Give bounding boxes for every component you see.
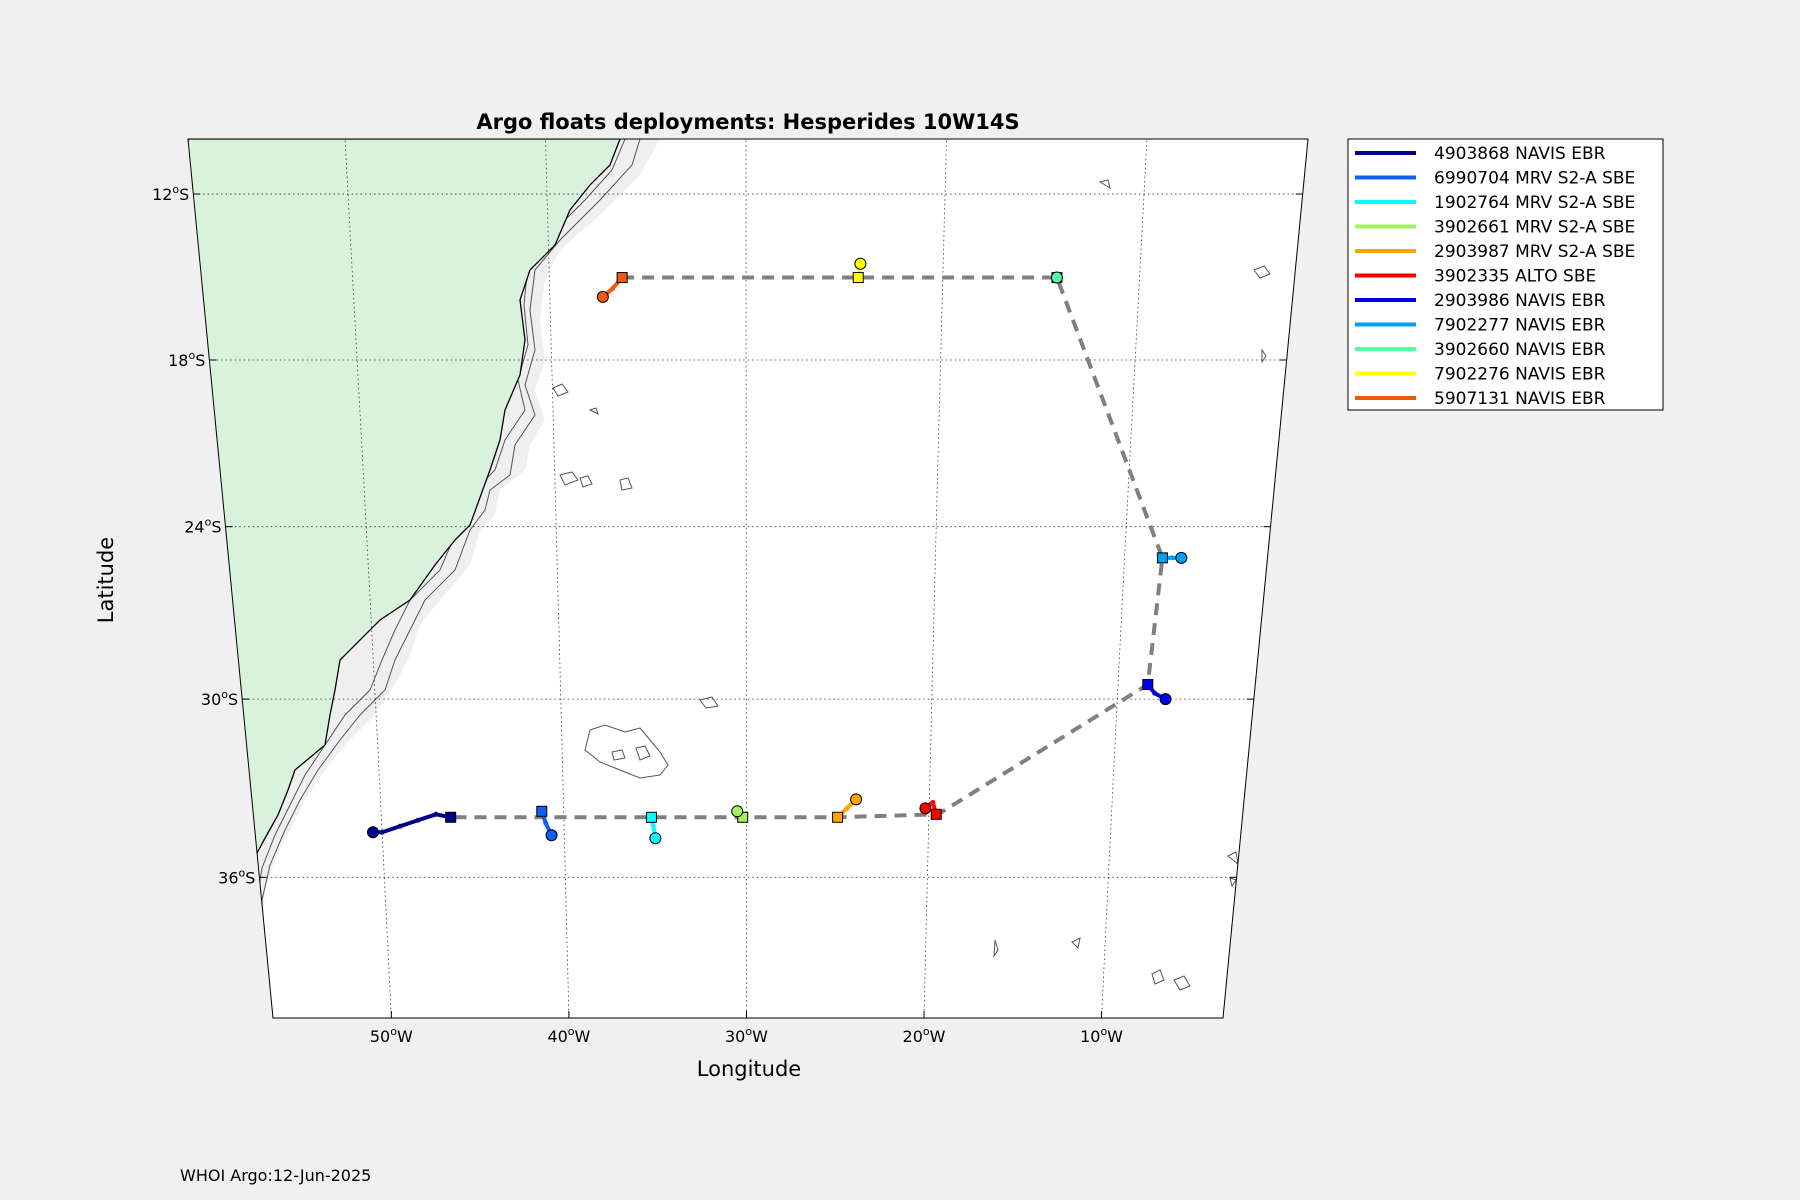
bathymetry-contour-outer: [261, 139, 641, 940]
legend-label: 6990704 MRV S2-A SBE: [1434, 169, 1635, 189]
legend-label: 5907131 NAVIS EBR: [1434, 389, 1606, 409]
legend-label: 1902764 MRV S2-A SBE: [1434, 193, 1635, 213]
float-7902277: [1156, 551, 1188, 564]
latitude-tick-labels: 12oS 18oS 24oS 30oS 36oS: [152, 183, 1303, 887]
lat-tick-label: 18oS: [168, 349, 205, 370]
float-track-point: [379, 829, 385, 835]
float-2903987: [832, 793, 863, 823]
latest-position-marker: [545, 829, 558, 842]
lon-tick-label: 40oW: [547, 1025, 590, 1046]
float-track-point: [415, 817, 421, 823]
float-tracks: [367, 257, 1188, 845]
legend-label: 4903868 NAVIS EBR: [1434, 144, 1606, 164]
lat-tick-label: 30oS: [201, 688, 238, 709]
latest-position-marker: [850, 793, 863, 806]
float-5907131: [596, 272, 628, 303]
deployment-route-line: [450, 275, 1165, 820]
x-axis-label: Longitude: [697, 1057, 801, 1081]
legend: 4903868 NAVIS EBR 6990704 MRV S2-A SBE 190…: [1347, 138, 1664, 411]
latest-position-marker: [649, 832, 662, 845]
lat-tick-label: 36oS: [218, 866, 255, 887]
latest-position-marker: [731, 805, 744, 818]
float-4903868: [367, 811, 457, 839]
deployment-marker: [1156, 552, 1168, 564]
lon-tick-label: 50oW: [370, 1025, 413, 1046]
float-3902660: [1050, 271, 1063, 284]
float-1902764: [645, 811, 662, 845]
float-track-point: [543, 820, 549, 826]
float-track-point: [609, 286, 615, 292]
legend-label: 7902277 NAVIS EBR: [1434, 316, 1606, 336]
seamount-contours: [552, 179, 1271, 991]
legend-label: 3902661 MRV S2-A SBE: [1434, 218, 1635, 238]
float-track-point: [1169, 555, 1175, 561]
deployment-marker: [930, 808, 942, 820]
latest-position-marker: [1050, 271, 1063, 284]
latest-position-marker: [1159, 693, 1172, 706]
lat-tick-label: 24oS: [184, 516, 221, 537]
float-track-point: [433, 811, 439, 817]
deployment-marker: [536, 805, 548, 817]
map-frame: [187, 138, 1309, 1019]
float-track-point: [650, 823, 656, 829]
float-3902335: [919, 799, 942, 820]
float-track-point: [930, 799, 936, 805]
latest-position-marker: [596, 290, 609, 303]
deployment-marker: [445, 811, 457, 823]
float-7902276: [852, 257, 867, 284]
legend-label: 3902335 ALTO SBE: [1434, 267, 1596, 287]
latest-position-marker: [854, 257, 867, 270]
lat-tick-label: 12oS: [152, 183, 189, 204]
deployment-marker: [645, 811, 657, 823]
legend-label: 3902660 NAVIS EBR: [1434, 340, 1606, 360]
float-3902661: [731, 805, 749, 823]
lon-tick-label: 30oW: [725, 1025, 768, 1046]
y-axis-label: Latitude: [94, 537, 118, 623]
longitude-tick-labels: 50oW 40oW 30oW 20oW 10oW: [370, 1011, 1123, 1046]
latest-position-marker: [919, 802, 932, 815]
footer-credit: WHOI Argo:12-Jun-2025: [180, 1166, 372, 1185]
float-track-point: [397, 823, 403, 829]
legend-label: 2903987 MRV S2-A SBE: [1434, 242, 1635, 262]
float-track-point: [1152, 690, 1158, 696]
latest-position-marker: [1175, 551, 1188, 564]
lon-tick-label: 20oW: [903, 1025, 946, 1046]
chart-title: Argo floats deployments: Hesperides 10W1…: [476, 110, 1019, 134]
float-2903986: [1142, 679, 1172, 706]
float-6990704: [536, 805, 558, 842]
deployment-marker: [1142, 679, 1154, 691]
graticule: [188, 139, 1308, 1018]
legend-label: 2903986 NAVIS EBR: [1434, 291, 1606, 311]
float-track-point: [844, 805, 850, 811]
deployment-marker: [832, 811, 844, 823]
lon-tick-label: 10oW: [1080, 1025, 1123, 1046]
legend-label: 7902276 NAVIS EBR: [1434, 365, 1606, 385]
deployment-marker: [852, 272, 864, 284]
land-south-america: [188, 139, 621, 962]
latest-position-marker: [367, 826, 380, 839]
deployment-marker: [616, 272, 628, 284]
